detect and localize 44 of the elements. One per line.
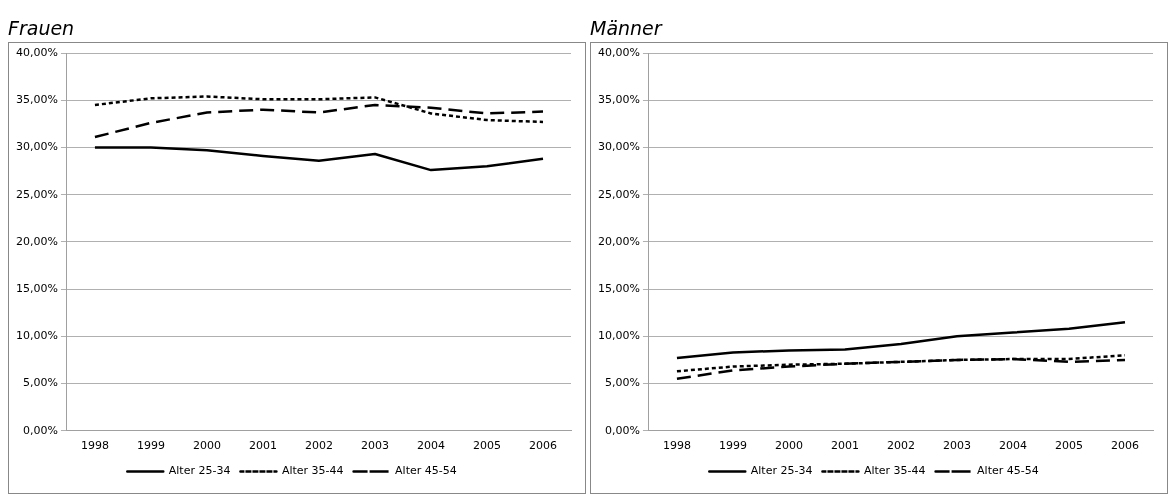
x-tick-label: 2000 [774, 439, 803, 453]
legend-label: Alter 35-44 [281, 464, 344, 478]
y-tick-label: 5,00% [604, 376, 640, 390]
y-tick-label: 10,00% [597, 329, 640, 343]
x-tick-label: 2000 [192, 439, 221, 453]
y-tick-label: 40,00% [597, 45, 640, 59]
x-tick-label: 2003 [942, 439, 971, 453]
x-tick-label: 2006 [529, 439, 557, 453]
legend-label: Alter 25-34 [168, 464, 231, 478]
y-tick-label: 10,00% [15, 329, 58, 343]
x-tick-label: 2004 [416, 439, 445, 453]
legend-label: Alter 45-54 [977, 464, 1039, 478]
chart-title: Frauen [8, 16, 76, 41]
x-tick-label: 2004 [998, 439, 1027, 453]
legend-label: Alter 45-54 [395, 464, 457, 478]
y-tick-label: 25,00% [597, 187, 640, 201]
y-tick-label: 35,00% [15, 93, 58, 107]
y-tick-label: 0,00% [604, 423, 640, 437]
x-tick-label: 2005 [472, 439, 501, 453]
y-tick-label: 40,00% [15, 45, 58, 59]
y-tick-label: 20,00% [15, 234, 58, 248]
y-tick-label: 30,00% [597, 140, 640, 154]
x-tick-label: 2006 [1111, 439, 1139, 453]
x-tick-label: 2002 [304, 439, 333, 453]
y-tick-label: 35,00% [597, 93, 640, 107]
y-tick-label: 15,00% [597, 281, 640, 295]
x-tick-label: 1998 [662, 439, 691, 453]
legend-label: Alter 35-44 [863, 464, 926, 478]
chart-title: Männer [590, 16, 664, 41]
legend-label: Alter 25-34 [750, 464, 813, 478]
x-tick-label: 2001 [830, 439, 859, 453]
x-tick-label: 1999 [136, 439, 165, 453]
y-tick-label: 30,00% [15, 140, 58, 154]
x-tick-label: 2001 [248, 439, 277, 453]
y-tick-label: 0,00% [22, 423, 58, 437]
x-tick-label: 2002 [886, 439, 915, 453]
x-tick-label: 1998 [80, 439, 109, 453]
y-tick-label: 25,00% [15, 187, 58, 201]
y-tick-label: 5,00% [22, 376, 58, 390]
x-tick-label: 2005 [1054, 439, 1083, 453]
x-tick-label: 2003 [360, 439, 389, 453]
y-tick-label: 15,00% [15, 281, 58, 295]
x-tick-label: 1999 [718, 439, 747, 453]
y-tick-label: 20,00% [597, 234, 640, 248]
